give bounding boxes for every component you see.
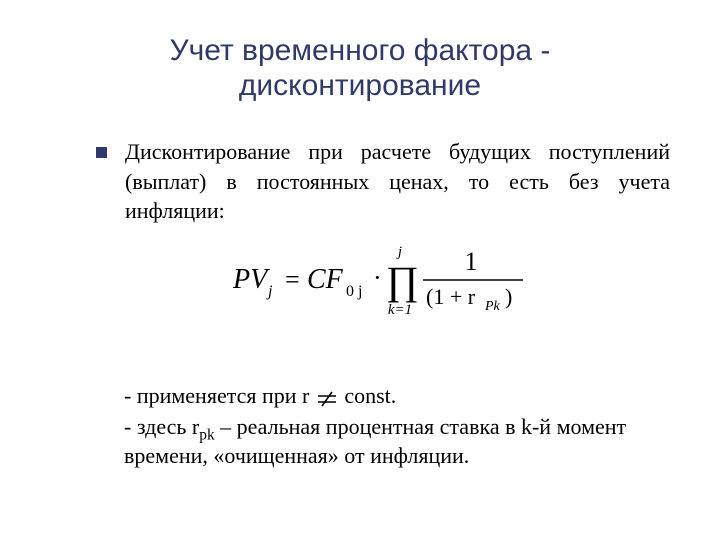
product-symbol-icon: ∏ [386, 258, 419, 303]
f-num: 1 [465, 247, 478, 276]
slide-title: Учет временного фактора - дисконтировани… [50, 34, 670, 103]
f-den-r: ) [505, 284, 512, 309]
f-cf: CF [307, 264, 344, 295]
notes: - применяется при r const. - здесь rpk –… [96, 381, 670, 471]
f-den-l: (1 + r [426, 284, 476, 309]
bullet-item: Дисконтирование при расчете будущих пост… [96, 137, 670, 226]
f-den-sub: Pk [484, 299, 501, 314]
note1-suffix: const. [339, 383, 396, 408]
note-line-3: времени, «очищенная» от инфляции. [124, 441, 670, 471]
not-equal-icon [315, 382, 339, 412]
intro-paragraph: Дисконтирование при расчете будущих пост… [125, 137, 670, 226]
title-line-1: Учет временного фактора - [170, 34, 551, 67]
slide: Учет временного фактора - дисконтировани… [0, 0, 720, 540]
f-pv-sub: j [266, 283, 273, 300]
note2-a: - здесь r [124, 414, 199, 439]
body: Дисконтирование при расчете будущих пост… [50, 137, 670, 471]
f-eq: = [285, 265, 300, 294]
formula: PV j = CF 0 j · ∏ j k=1 1 (1 + r [96, 238, 670, 327]
f-prod-lower: k=1 [388, 302, 412, 318]
square-bullet-icon [96, 147, 107, 158]
note-line-1: - применяется при r const. [124, 381, 670, 412]
title-line-2: дисконтирование [239, 69, 481, 102]
f-dot: · [373, 263, 382, 292]
f-cf-sub: 0 j [346, 283, 362, 300]
note-line-2: - здесь rpk – реальная процентная ставка… [124, 412, 670, 442]
f-pv: PV [232, 264, 270, 295]
note2-b: – реальная процентная ставка в k-й момен… [215, 414, 627, 439]
note1-prefix: - применяется при r [124, 383, 315, 408]
formula-svg: PV j = CF 0 j · ∏ j k=1 1 (1 + r [223, 238, 543, 322]
